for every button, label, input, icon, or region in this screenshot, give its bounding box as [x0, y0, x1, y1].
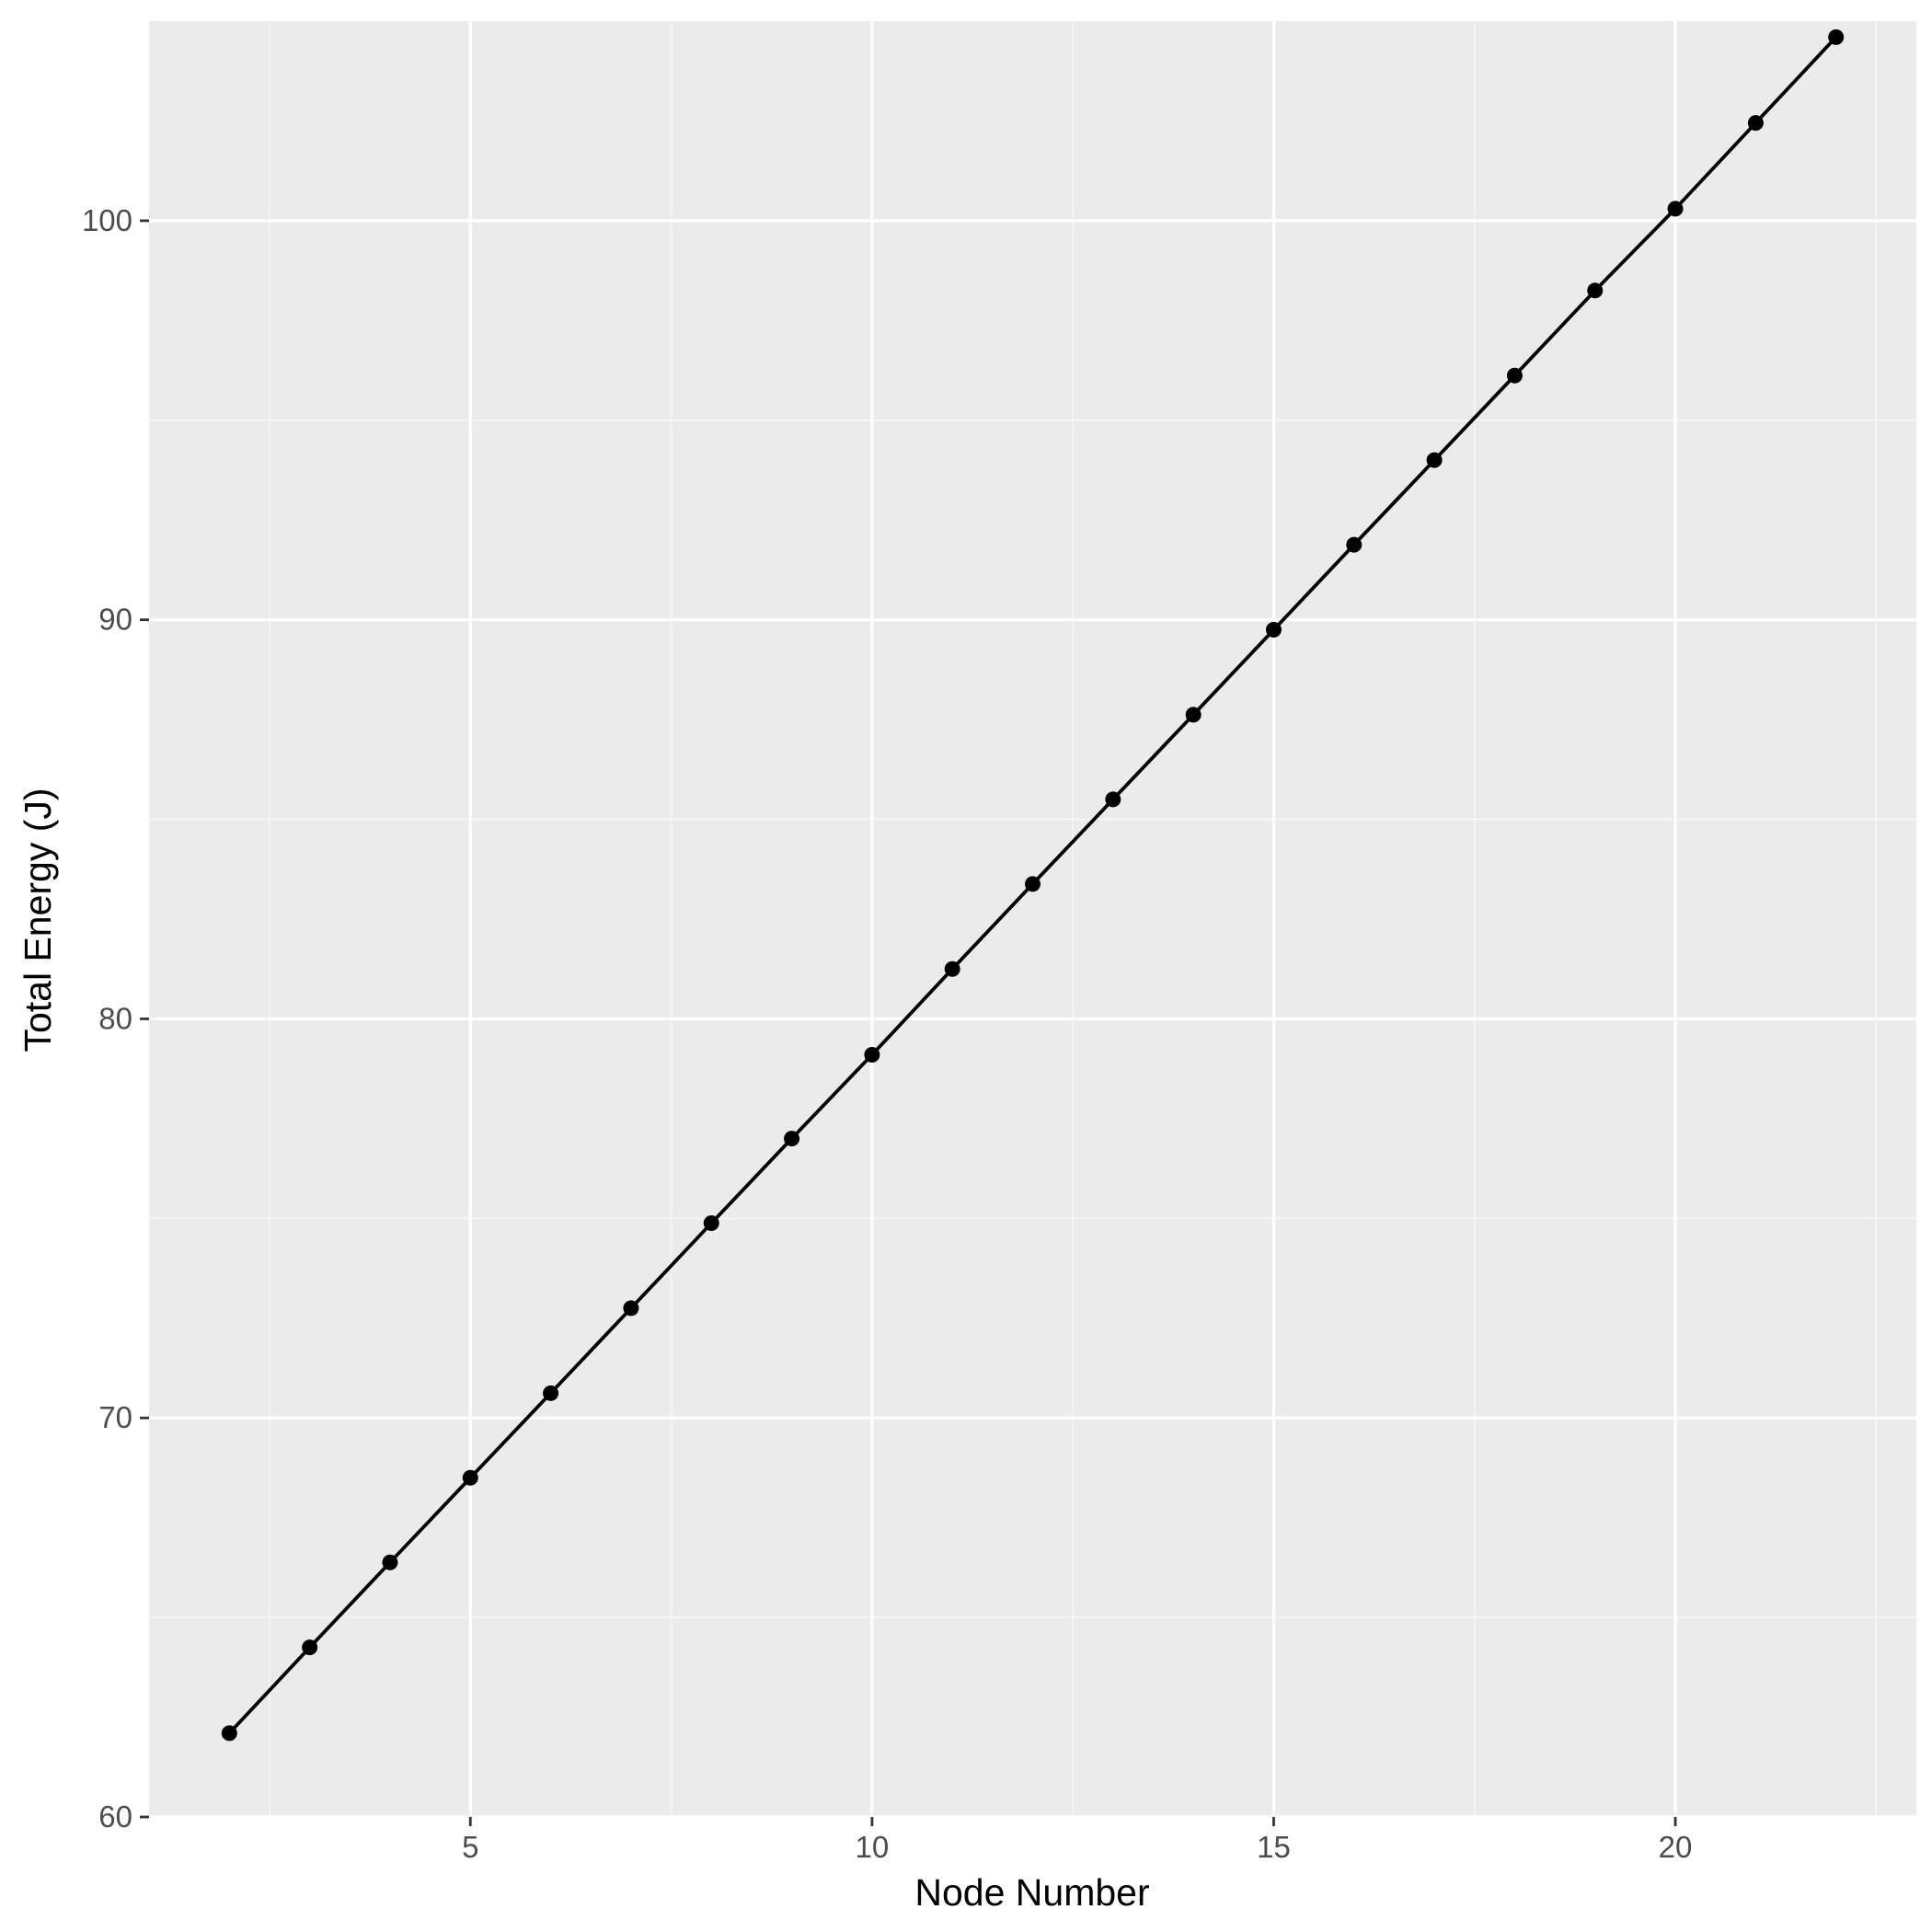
y-tick-label: 90 — [98, 603, 132, 637]
tick-labels: 5 10 15 20 60 70 80 90 100 — [82, 203, 1692, 1864]
axis-ticks — [140, 219, 1677, 1826]
data-point — [1426, 452, 1443, 468]
data-point — [1828, 29, 1845, 45]
data-point — [543, 1385, 559, 1401]
data-point — [462, 1469, 478, 1486]
data-point — [1667, 201, 1684, 217]
y-tick-label: 80 — [98, 1001, 132, 1035]
data-point — [1587, 282, 1604, 299]
data-point — [302, 1639, 318, 1656]
y-tick-label: 60 — [98, 1800, 132, 1834]
y-tick-label: 70 — [98, 1400, 132, 1434]
data-point — [864, 1046, 880, 1063]
data-point — [382, 1554, 398, 1570]
minor-grid — [149, 21, 1916, 1817]
x-axis-title: Node Number — [914, 1871, 1149, 1914]
major-grid — [149, 21, 1916, 1819]
data-point — [1105, 791, 1121, 808]
plot-panel — [149, 21, 1916, 1817]
data-point — [221, 1725, 237, 1742]
data-series — [221, 29, 1845, 1742]
data-point — [1265, 622, 1282, 638]
y-axis-title: Total Energy (J) — [17, 788, 59, 1052]
y-tick-label: 100 — [82, 203, 132, 237]
x-tick-label: 10 — [856, 1830, 890, 1864]
data-point — [623, 1300, 639, 1317]
data-point — [1025, 876, 1041, 892]
data-point — [944, 960, 960, 977]
x-tick-label: 20 — [1659, 1830, 1693, 1864]
data-point — [1506, 367, 1523, 384]
data-point — [1747, 115, 1764, 132]
data-point — [1346, 536, 1363, 553]
x-tick-label: 5 — [462, 1830, 478, 1864]
data-point — [1185, 707, 1202, 723]
data-point — [784, 1131, 800, 1147]
data-point — [703, 1215, 719, 1232]
x-tick-label: 15 — [1257, 1830, 1291, 1864]
